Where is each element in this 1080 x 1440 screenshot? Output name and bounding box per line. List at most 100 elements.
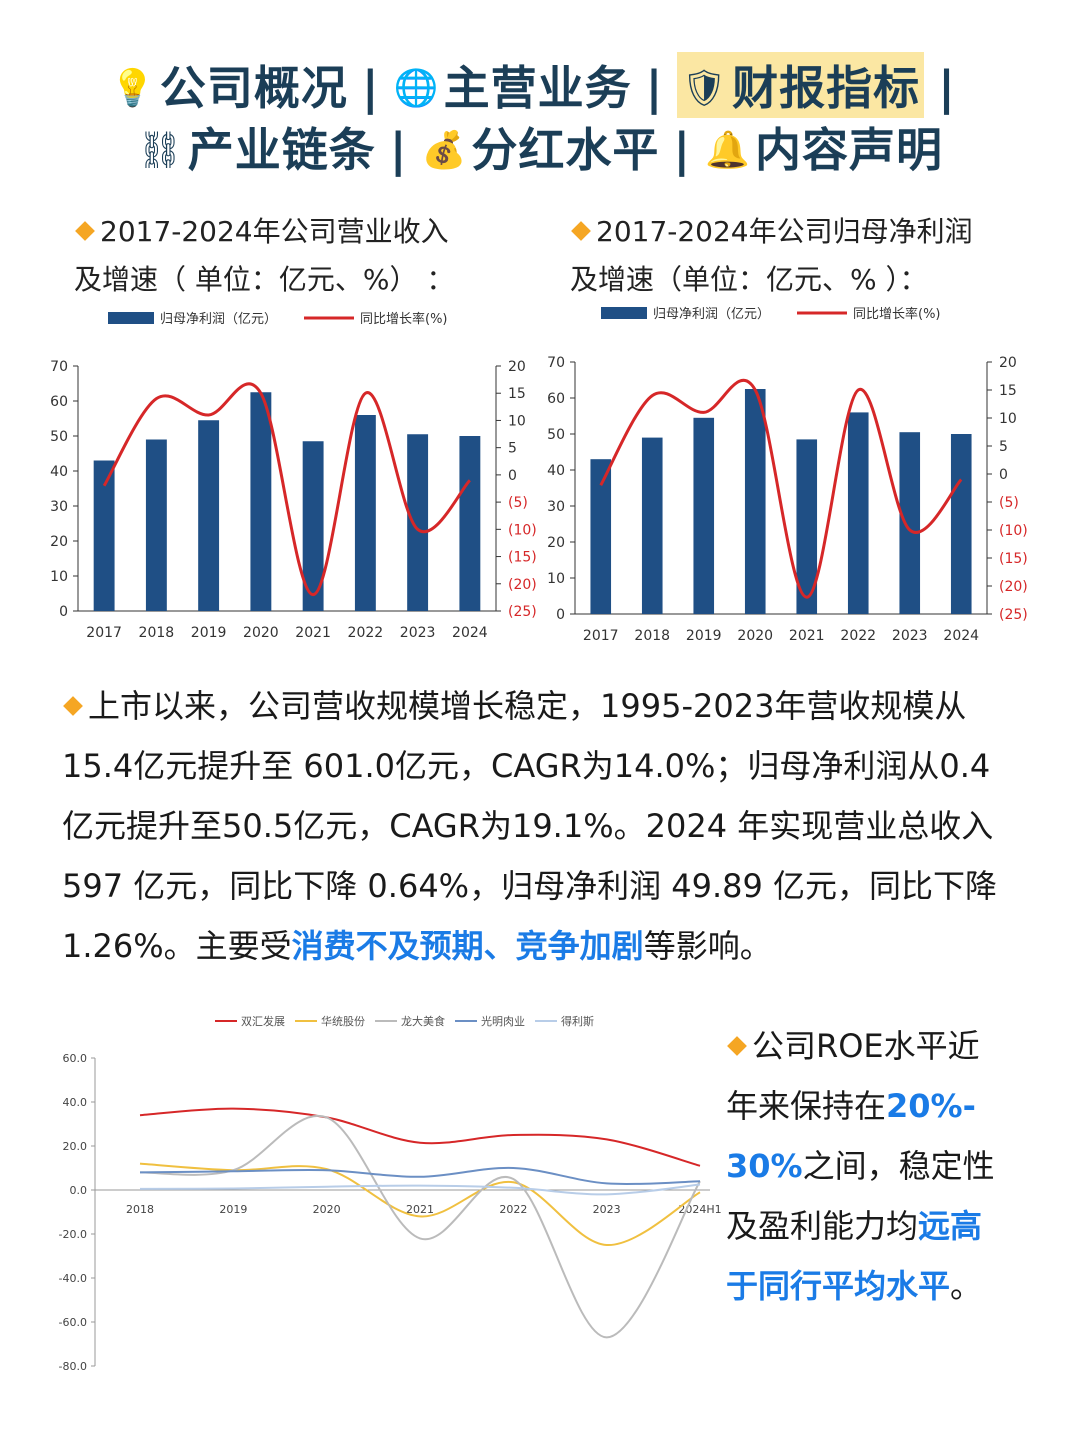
bar-2021: [796, 439, 818, 614]
growth-rate-line: [599, 379, 963, 599]
roe-line-0: [139, 1107, 701, 1167]
shield-icon: 🛡: [681, 68, 729, 109]
x-tick-label: 2017: [86, 625, 122, 641]
bar-2023: [407, 434, 429, 611]
caption-right: 2017-2024年公司归母净利润 及增速（单位：亿元、% ）：: [570, 208, 973, 304]
bar-2022: [354, 415, 376, 611]
y-tick-label: 70: [547, 355, 565, 371]
y-tick-label: 30: [547, 499, 565, 515]
y2-tick-label: 15: [508, 386, 526, 402]
side-highlight: 30%: [726, 1147, 803, 1185]
x-tick-label: 2019: [191, 625, 227, 641]
nav-item-main-business[interactable]: 🌐主营业务: [394, 52, 632, 118]
roe-y-tick-label: -80.0: [59, 1360, 87, 1373]
legend-label-3: 光明肉业: [481, 1014, 525, 1028]
bar-2022: [847, 412, 869, 614]
bar-2018: [641, 437, 663, 614]
nav-item-industry-chain[interactable]: ⛓产业链条: [137, 114, 376, 180]
y-tick-label: 30: [50, 499, 68, 515]
bar-2024: [459, 436, 481, 611]
caption-left-line1: 2017-2024年公司营业收入: [100, 215, 449, 248]
y2-tick-label: 20: [999, 355, 1017, 371]
side-highlight: 于同行平均水平: [726, 1267, 951, 1305]
bar-2017: [93, 460, 115, 611]
x-tick-label: 2023: [400, 625, 436, 641]
roe-x-tick-label: 2019: [219, 1203, 247, 1216]
y-tick-label: 20: [547, 535, 565, 551]
bar-2019: [198, 420, 220, 611]
y2-tick-label: 5: [508, 441, 517, 457]
para-highlight: 消费不及预期、竞争加剧: [291, 927, 644, 965]
y-tick-label: 10: [50, 569, 68, 585]
y-tick-label: 50: [547, 427, 565, 443]
roe-y-tick-label: -60.0: [59, 1316, 87, 1329]
x-tick-label: 2020: [737, 628, 773, 644]
side-text: 。: [950, 1267, 983, 1305]
legend-label-1: 华统股份: [321, 1014, 365, 1028]
y-tick-label: 0: [59, 604, 68, 620]
nav-label: 内容声明: [754, 123, 943, 177]
nav-row-1: 💡公司概况 | 🌐主营业务 | 🛡财报指标 |: [0, 52, 1080, 118]
nav-item-financial-indicators[interactable]: 🛡财报指标: [677, 52, 925, 118]
para-text: 1.26%。主要受: [62, 927, 292, 965]
y-tick-label: 40: [50, 464, 68, 480]
nav-item-disclaimer[interactable]: 🔔内容声明: [705, 114, 943, 180]
x-tick-label: 2022: [840, 628, 876, 644]
side-highlight: 20%-: [886, 1087, 976, 1125]
para-line: 上市以来，公司营收规模增长稳定，1995-2023年营收规模从: [88, 687, 967, 725]
x-tick-label: 2021: [789, 628, 825, 644]
nav-separator: |: [361, 61, 380, 115]
roe-side-note: 公司ROE水平近 年来保持在20%- 30%之间，稳定性 及盈利能力均远高 于同…: [726, 1016, 1026, 1316]
caption-left: 2017-2024年公司营业收入 及增速（ 单位：亿元、%） ：: [74, 208, 454, 304]
nav-label: 产业链条: [187, 123, 376, 177]
x-tick-label: 2023: [892, 628, 928, 644]
x-tick-label: 2018: [634, 628, 670, 644]
diamond-icon: [571, 221, 591, 241]
x-tick-label: 2024: [943, 628, 979, 644]
nav-separator: |: [938, 61, 956, 115]
x-tick-label: 2017: [583, 628, 619, 644]
legend-bar-label: 归母净利润（亿元）: [160, 312, 277, 327]
roe-x-tick-label: 2024H1: [678, 1203, 721, 1216]
y2-tick-label: (10): [999, 523, 1028, 539]
legend-line-label: 同比增长率(%): [360, 311, 448, 327]
roe-line-4: [139, 1183, 701, 1196]
y-tick-label: 60: [547, 391, 565, 407]
roe-line-2: [139, 1114, 701, 1339]
bar-2024: [950, 434, 972, 614]
x-tick-label: 2021: [295, 625, 331, 641]
y2-tick-label: (20): [508, 577, 537, 593]
caption-right-line1: 2017-2024年公司归母净利润: [596, 215, 973, 248]
x-tick-label: 2024: [452, 625, 488, 641]
roe-line-3: [139, 1166, 701, 1186]
bar-2018: [145, 439, 167, 611]
diamond-icon: [75, 221, 95, 241]
y2-tick-label: (10): [508, 522, 537, 538]
y2-tick-label: 10: [999, 411, 1017, 427]
para-line: 15.4亿元提升至 601.0亿元，CAGR为14.0%；归母净利润从0.4: [62, 747, 991, 785]
profit-bar-line-chart: 归母净利润（亿元） 同比增长率(%)010203040506070(25)(20)…: [547, 306, 1028, 644]
chain-icon: ⛓: [137, 130, 184, 171]
nav-item-dividend[interactable]: 💰分红水平: [422, 114, 660, 180]
y-tick-label: 60: [50, 394, 68, 410]
nav-row-2: ⛓产业链条 | 💰分红水平 | 🔔内容声明: [0, 114, 1080, 180]
y2-tick-label: 5: [999, 439, 1008, 455]
nav-separator: |: [389, 123, 408, 177]
y2-tick-label: 0: [508, 468, 517, 484]
legend-label-0: 双汇发展: [241, 1014, 285, 1028]
y2-tick-label: (15): [508, 550, 537, 566]
nav-item-company-overview[interactable]: 💡公司概况: [110, 52, 348, 118]
roe-x-tick-label: 2020: [313, 1203, 341, 1216]
nav-label: 主营业务: [443, 61, 632, 115]
legend-bar-label: 归母净利润（亿元）: [653, 307, 770, 322]
legend-label-2: 龙大美食: [401, 1014, 445, 1028]
revenue-bar-line-chart: 归母净利润（亿元） 同比增长率(%)010203040506070(25)(20)…: [50, 311, 537, 641]
x-tick-label: 2022: [348, 625, 384, 641]
legend-bar-swatch: [601, 307, 647, 319]
bar-2019: [693, 417, 715, 614]
side-line: 公司ROE水平近: [752, 1027, 980, 1065]
roe-y-tick-label: -40.0: [59, 1272, 87, 1285]
roe-x-tick-label: 2022: [499, 1203, 527, 1216]
para-line: 亿元提升至50.5亿元，CAGR为19.1%。2024 年实现营业总收入: [62, 807, 994, 845]
roe-y-tick-label: 0.0: [70, 1184, 88, 1197]
